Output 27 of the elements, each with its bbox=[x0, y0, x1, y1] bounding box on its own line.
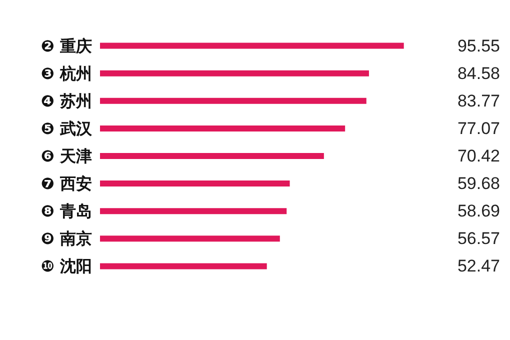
data-label: 52.47 bbox=[457, 256, 500, 276]
data-label: 56.57 bbox=[457, 229, 500, 248]
y-tick-label: ❿ 沈阳 bbox=[40, 256, 92, 276]
y-tick-label: ❼ 西安 bbox=[40, 174, 92, 194]
bar bbox=[100, 98, 366, 104]
data-label: 84.58 bbox=[457, 64, 500, 83]
bar bbox=[100, 125, 346, 132]
data-label: 58.69 bbox=[457, 202, 500, 221]
data-label: 70.42 bbox=[457, 146, 500, 166]
data-label: 95.55 bbox=[457, 36, 500, 56]
y-tick-label: ❺ 武汉 bbox=[40, 118, 93, 138]
bar bbox=[100, 70, 369, 76]
data-label: 59.68 bbox=[457, 174, 500, 194]
data-label: 83.77 bbox=[457, 91, 500, 110]
y-tick-label: ❾ 南京 bbox=[40, 229, 92, 248]
bar bbox=[100, 180, 290, 187]
y-tick-label: ❷ 重庆 bbox=[40, 36, 92, 56]
bar bbox=[100, 263, 267, 270]
bar bbox=[100, 42, 404, 49]
bar bbox=[100, 208, 287, 214]
y-tick-label: ❽ 青岛 bbox=[40, 202, 92, 221]
data-label: 77.07 bbox=[457, 118, 500, 138]
bar bbox=[100, 236, 280, 242]
y-tick-label: ❻ 天津 bbox=[40, 146, 92, 166]
bar bbox=[100, 153, 324, 159]
y-tick-label: ❹ 苏州 bbox=[40, 91, 92, 110]
y-tick-label: ❸ 杭州 bbox=[40, 64, 92, 83]
